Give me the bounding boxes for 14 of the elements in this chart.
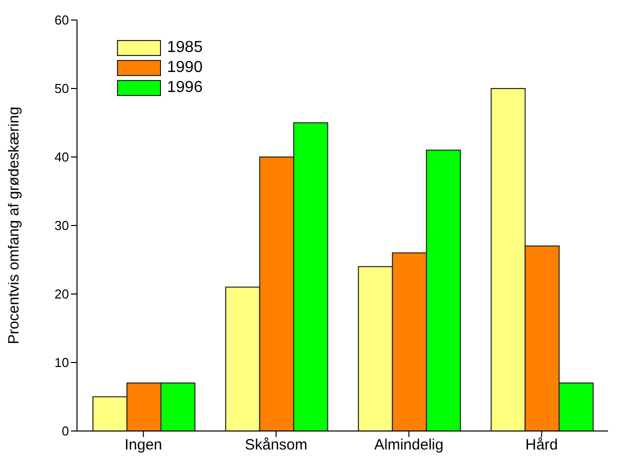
legend-label: 1985 <box>167 39 203 57</box>
y-tick-label: 0 <box>62 424 69 439</box>
y-tick-label: 30 <box>54 218 69 234</box>
y-tick-label: 60 <box>54 12 69 28</box>
legend-label: 1996 <box>167 79 203 97</box>
y-tick-label: 20 <box>54 286 69 302</box>
y-tick-label: 50 <box>54 81 69 96</box>
y-tick-label: 40 <box>54 150 69 165</box>
x-tick-label: Skånsom <box>244 436 308 454</box>
x-tick-label: Hård <box>525 436 558 454</box>
y-tick-label: 10 <box>54 355 69 370</box>
x-tick-label: Almindelig <box>374 436 444 454</box>
x-tick-label: Ingen <box>124 436 162 454</box>
legend-label: 1990 <box>167 59 203 77</box>
